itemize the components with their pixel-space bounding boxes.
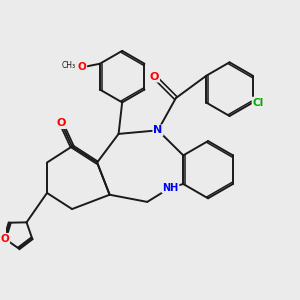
Text: O: O bbox=[78, 62, 86, 72]
Text: O: O bbox=[57, 118, 66, 128]
Text: O: O bbox=[1, 234, 9, 244]
Text: NH: NH bbox=[162, 183, 178, 193]
Text: CH₃: CH₃ bbox=[61, 61, 75, 70]
Text: N: N bbox=[153, 125, 163, 135]
Text: Cl: Cl bbox=[253, 98, 264, 108]
Text: O: O bbox=[150, 72, 159, 82]
